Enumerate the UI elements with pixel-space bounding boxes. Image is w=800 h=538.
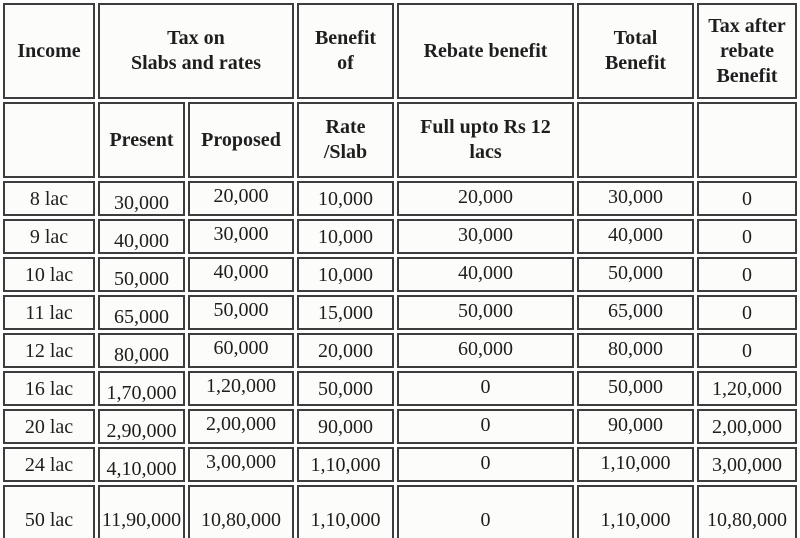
- cell-income: 11 lac: [3, 295, 95, 330]
- table-row: 50 lac 11,90,000 10,80,000 1,10,000 0 1,…: [3, 485, 797, 538]
- cell-total: 50,000: [577, 257, 694, 292]
- cell-income: 8 lac: [3, 181, 95, 216]
- cell-total: 50,000: [577, 371, 694, 406]
- cell-present: 40,000: [98, 219, 185, 254]
- cell-proposed: 30,000: [188, 219, 294, 254]
- header-tax-after-rebate: Tax after rebate Benefit: [697, 3, 797, 99]
- header-rebate-benefit: Rebate benefit: [397, 3, 574, 99]
- cell-income: 50 lac: [3, 485, 95, 538]
- cell-proposed: 40,000: [188, 257, 294, 292]
- cell-rebate: 0: [397, 409, 574, 444]
- cell-income: 12 lac: [3, 333, 95, 368]
- cell-rate-slab: 20,000: [297, 333, 394, 368]
- cell-rate-slab: 15,000: [297, 295, 394, 330]
- cell-rebate: 30,000: [397, 219, 574, 254]
- cell-rate-slab: 10,000: [297, 219, 394, 254]
- cell-tax-after: 0: [697, 181, 797, 216]
- cell-tax-after: 10,80,000: [697, 485, 797, 538]
- header-benefit-of: Benefit of: [297, 3, 394, 99]
- table-row: 16 lac 1,70,000 1,20,000 50,000 0 50,000…: [3, 371, 797, 406]
- cell-rebate: 20,000: [397, 181, 574, 216]
- cell-proposed: 3,00,000: [188, 447, 294, 482]
- header-total-benefit: Total Benefit: [577, 3, 694, 99]
- header-proposed: Proposed: [188, 102, 294, 178]
- table-row: 24 lac 4,10,000 3,00,000 1,10,000 0 1,10…: [3, 447, 797, 482]
- table-row: 10 lac 50,000 40,000 10,000 40,000 50,00…: [3, 257, 797, 292]
- cell-tax-after: 0: [697, 333, 797, 368]
- cell-rate-slab: 10,000: [297, 181, 394, 216]
- cell-tax-after: 0: [697, 257, 797, 292]
- cell-rebate: 50,000: [397, 295, 574, 330]
- cell-present: 30,000: [98, 181, 185, 216]
- cell-total: 40,000: [577, 219, 694, 254]
- header-income: Income: [3, 3, 95, 99]
- cell-income: 9 lac: [3, 219, 95, 254]
- table-row: 11 lac 65,000 50,000 15,000 50,000 65,00…: [3, 295, 797, 330]
- cell-rate-slab: 10,000: [297, 257, 394, 292]
- cell-tax-after: 0: [697, 295, 797, 330]
- cell-income: 16 lac: [3, 371, 95, 406]
- cell-proposed: 20,000: [188, 181, 294, 216]
- cell-rebate: 0: [397, 485, 574, 538]
- cell-rebate: 60,000: [397, 333, 574, 368]
- header-rebate-full: Full upto Rs 12 lacs: [397, 102, 574, 178]
- table-row: 9 lac 40,000 30,000 10,000 30,000 40,000…: [3, 219, 797, 254]
- cell-tax-after: 3,00,000: [697, 447, 797, 482]
- cell-tax-after: 0: [697, 219, 797, 254]
- header-row-1: Income Tax on Slabs and rates Benefit of…: [3, 3, 797, 99]
- cell-income: 24 lac: [3, 447, 95, 482]
- cell-present: 2,90,000: [98, 409, 185, 444]
- cell-income: 10 lac: [3, 257, 95, 292]
- cell-present: 80,000: [98, 333, 185, 368]
- cell-present: 1,70,000: [98, 371, 185, 406]
- cell-present: 50,000: [98, 257, 185, 292]
- cell-rate-slab: 1,10,000: [297, 447, 394, 482]
- cell-total: 30,000: [577, 181, 694, 216]
- cell-tax-after: 1,20,000: [697, 371, 797, 406]
- cell-proposed: 60,000: [188, 333, 294, 368]
- header-present: Present: [98, 102, 185, 178]
- cell-rebate: 0: [397, 447, 574, 482]
- cell-total: 80,000: [577, 333, 694, 368]
- cell-proposed: 1,20,000: [188, 371, 294, 406]
- cell-proposed: 2,00,000: [188, 409, 294, 444]
- table-row: 8 lac 30,000 20,000 10,000 20,000 30,000…: [3, 181, 797, 216]
- cell-total: 90,000: [577, 409, 694, 444]
- table-row: 20 lac 2,90,000 2,00,000 90,000 0 90,000…: [3, 409, 797, 444]
- cell-income: 20 lac: [3, 409, 95, 444]
- cell-proposed: 50,000: [188, 295, 294, 330]
- cell-total: 1,10,000: [577, 447, 694, 482]
- cell-proposed: 10,80,000: [188, 485, 294, 538]
- cell-present: 4,10,000: [98, 447, 185, 482]
- cell-present: 65,000: [98, 295, 185, 330]
- cell-tax-after: 2,00,000: [697, 409, 797, 444]
- cell-total: 65,000: [577, 295, 694, 330]
- cell-rate-slab: 50,000: [297, 371, 394, 406]
- header-empty-income: [3, 102, 95, 178]
- cell-rate-slab: 90,000: [297, 409, 394, 444]
- header-rate-slab: Rate /Slab: [297, 102, 394, 178]
- cell-rate-slab: 1,10,000: [297, 485, 394, 538]
- header-row-2: Present Proposed Rate /Slab Full upto Rs…: [3, 102, 797, 178]
- cell-rebate: 0: [397, 371, 574, 406]
- cell-present: 11,90,000: [98, 485, 185, 538]
- header-empty-tax-after: [697, 102, 797, 178]
- table-row: 12 lac 80,000 60,000 20,000 60,000 80,00…: [3, 333, 797, 368]
- header-tax-on-slabs: Tax on Slabs and rates: [98, 3, 294, 99]
- cell-rebate: 40,000: [397, 257, 574, 292]
- cell-total: 1,10,000: [577, 485, 694, 538]
- header-empty-total: [577, 102, 694, 178]
